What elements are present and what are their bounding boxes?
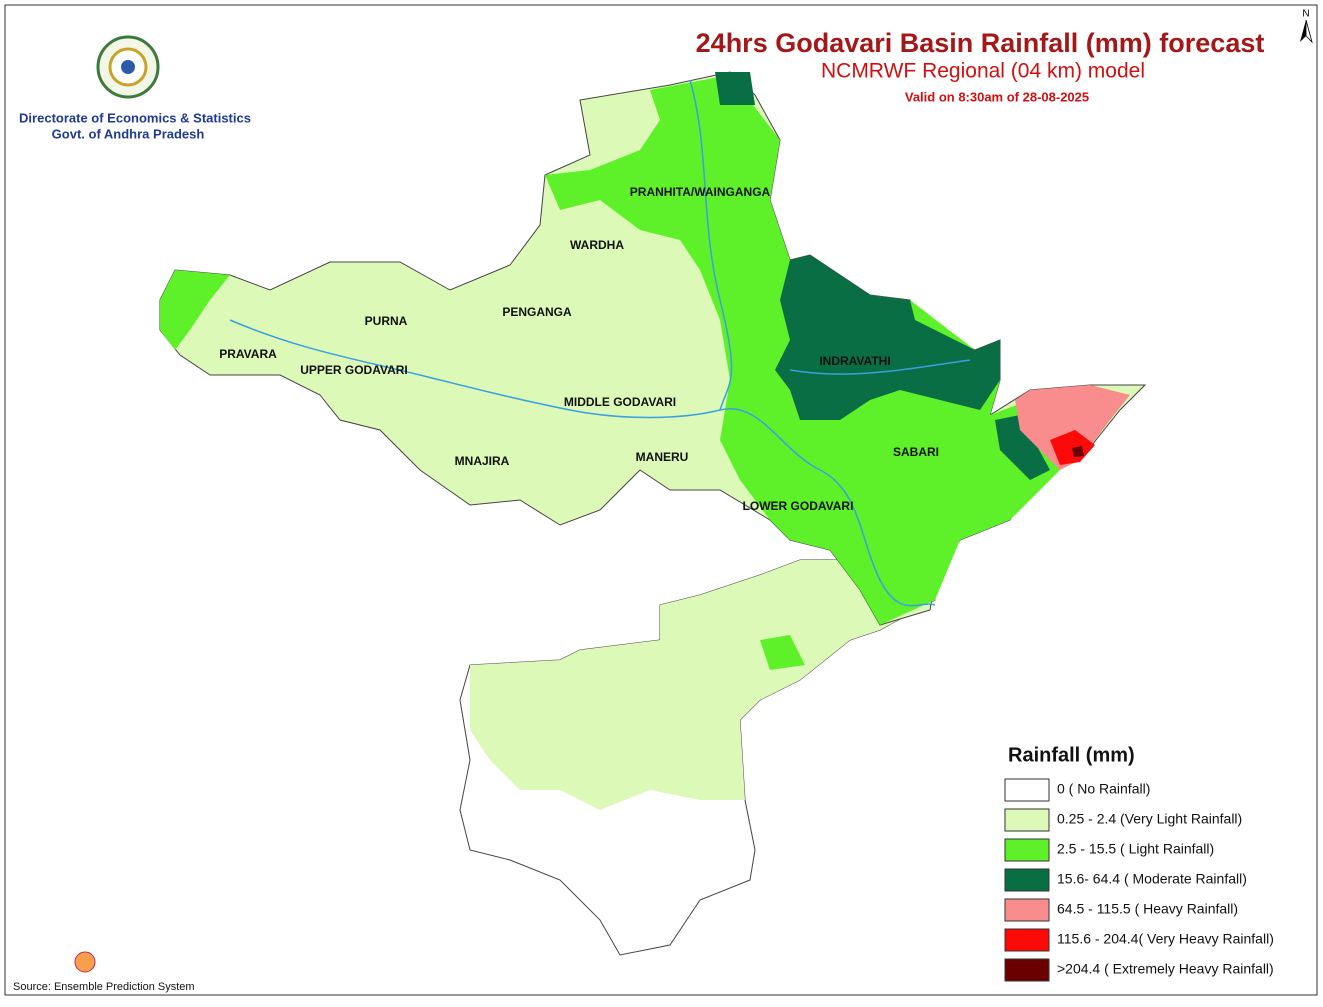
subbasin-label: LOWER GODAVARI (743, 499, 854, 513)
legend-swatch (1004, 898, 1050, 922)
legend-swatch (1004, 808, 1050, 832)
legend-swatch (1004, 868, 1050, 892)
map-subtitle: NCMRWF Regional (04 km) model (821, 60, 1145, 83)
legend-label: 115.6 - 204.4( Very Heavy Rainfall) (1057, 931, 1274, 947)
north-label: N (1302, 9, 1309, 20)
legend-label: 15.6- 64.4 ( Moderate Rainfall) (1057, 871, 1247, 887)
subbasin-label: MNAJIRA (455, 454, 510, 468)
north-arrow: N (1300, 9, 1313, 44)
river-wainganga (689, 79, 733, 411)
river (229, 319, 936, 607)
source-note: Source: Ensemble Prediction System (13, 981, 195, 993)
light-west (160, 270, 230, 350)
legend-swatch (1004, 778, 1050, 802)
ap-light (760, 635, 805, 670)
heavy-zone (1015, 385, 1130, 470)
org-name: Directorate of Economics & Statistics (19, 110, 251, 125)
legend-swatch (1004, 838, 1050, 862)
subbasin-label: INDRAVATHI (819, 354, 890, 368)
subbasin-label: PENGANGA (502, 305, 572, 319)
ap-very-light (470, 560, 935, 810)
subbasin-label: PURNA (365, 314, 408, 328)
emblem (96, 35, 160, 99)
river-indravathi (789, 359, 971, 375)
eps-logo (74, 951, 96, 973)
org-govt: Govt. of Andhra Pradesh (52, 126, 205, 141)
legend: Rainfall (mm) 0 ( No Rainfall) 0.25 - 2.4… (1004, 744, 1274, 982)
extreme-spot (1072, 446, 1084, 457)
legend-label: 0 ( No Rainfall) (1057, 781, 1150, 797)
subbasin-label: SABARI (893, 445, 939, 459)
very-heavy-zone (1050, 430, 1095, 465)
moderate-coast (995, 415, 1050, 480)
valid-date: Valid on 8:30am of 28-08-2025 (905, 89, 1089, 104)
subbasin-label: WARDHA (570, 238, 624, 252)
subbasin-label: MANERU (636, 450, 689, 464)
subbasin-label: MIDDLE GODAVARI (564, 395, 676, 409)
map-title: 24hrs Godavari Basin Rainfall (mm) forec… (696, 28, 1265, 58)
legend-label: 64.5 - 115.5 ( Heavy Rainfall) (1057, 901, 1238, 917)
moderate-zone (775, 255, 1000, 420)
legend-label: 2.5 - 15.5 ( Light Rainfall) (1057, 841, 1214, 857)
moderate-north (715, 72, 755, 105)
basin-map (159, 71, 1147, 956)
subbasin-label: PRAVARA (219, 347, 277, 361)
legend-label: 0.25 - 2.4 (Very Light Rainfall) (1057, 811, 1242, 827)
subbasin-label: UPPER GODAVARI (300, 363, 408, 377)
legend-swatch (1004, 928, 1050, 952)
legend-label: >204.4 ( Extremely Heavy Rainfall) (1057, 961, 1274, 977)
legend-swatch (1004, 958, 1050, 982)
legend-title: Rainfall (mm) (1008, 744, 1135, 766)
subbasin-label: PRANHITA/WAINGANGA (630, 185, 771, 199)
